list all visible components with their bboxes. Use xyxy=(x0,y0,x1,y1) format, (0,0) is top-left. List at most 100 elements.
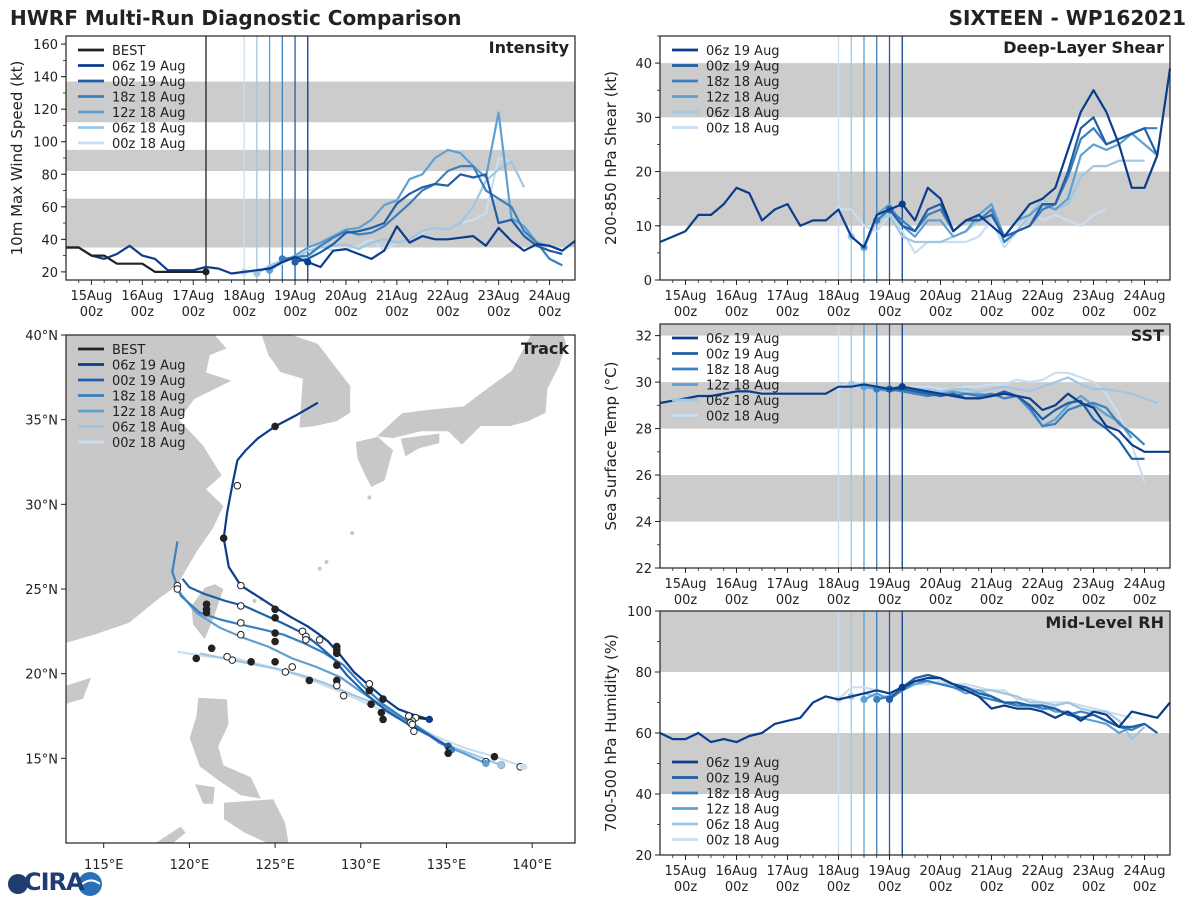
x-tick-label-hour: 00z xyxy=(80,305,104,320)
x-tick-label-hour: 00z xyxy=(929,305,953,320)
lon-tick-label: 125°E xyxy=(255,858,295,873)
x-tick-label-day: 18Aug xyxy=(818,864,860,879)
x-tick-label-hour: 00z xyxy=(283,305,307,320)
series-marker-06z-19-aug xyxy=(898,200,906,208)
y-axis-label: 200-850 hPa Shear (kt) xyxy=(602,71,620,245)
lat-tick-label: 40°N xyxy=(25,329,58,344)
shikoku-landmass xyxy=(399,432,440,458)
lon-tick-label: 130°E xyxy=(341,858,381,873)
x-tick-label-hour: 00z xyxy=(929,880,953,895)
series-line-18z-18-aug xyxy=(876,388,1146,446)
legend-label-06z-18-aug: 06z 18 Aug xyxy=(706,106,780,121)
x-tick-label-hour: 00z xyxy=(131,305,155,320)
y-tick-label: 32 xyxy=(635,330,652,345)
y-tick-label: 10 xyxy=(635,220,652,235)
legend-label-12z-18-aug: 12z 18 Aug xyxy=(112,106,186,121)
series-marker-00z-19-aug xyxy=(885,695,894,704)
x-tick-label-hour: 00z xyxy=(1082,593,1106,608)
track-point-closed-18z-18-aug xyxy=(332,642,341,651)
series-line-06z-19-aug xyxy=(659,676,1171,744)
legend-label-18z-18-aug: 18z 18 Aug xyxy=(706,75,780,90)
panel-title: Mid-Level RH xyxy=(1045,613,1164,632)
x-tick-label-hour: 00z xyxy=(1082,305,1106,320)
track-point-closed-18z-18-aug xyxy=(271,629,279,637)
ryukyu-island xyxy=(324,559,329,564)
track-point-open-06z-18-aug xyxy=(228,656,237,664)
hainan-landmass xyxy=(66,676,93,705)
shaded-band xyxy=(66,81,575,123)
palawan-landmass xyxy=(154,825,187,843)
track-point-open-00z-19-aug xyxy=(298,627,307,636)
legend-label-06z-18-aug: 06z 18 Aug xyxy=(706,394,780,409)
track-point-closed-00z-18-aug xyxy=(367,700,375,708)
legend-label-12z-18-aug: 12z 18 Aug xyxy=(706,803,780,818)
x-tick-label-hour: 00z xyxy=(725,593,749,608)
x-tick-label-day: 18Aug xyxy=(818,577,860,592)
ryukyu-island xyxy=(367,495,372,500)
x-tick-label-hour: 00z xyxy=(1031,880,1055,895)
track-point-closed-18z-18-aug xyxy=(365,686,374,695)
legend-label-18z-18-aug: 18z 18 Aug xyxy=(706,787,780,802)
x-tick-label-hour: 00z xyxy=(725,305,749,320)
x-tick-label-day: 24Aug xyxy=(1124,289,1166,304)
shaded-band xyxy=(660,171,1170,226)
x-tick-label-day: 23Aug xyxy=(1073,864,1115,879)
x-tick-label-day: 24Aug xyxy=(529,289,571,304)
panel-shear: 01020304015Aug00z16Aug00z17Aug00z18Aug00… xyxy=(602,35,1172,320)
track-point-open-06z-18-aug xyxy=(288,663,297,671)
legend-label-00z-18-aug: 00z 18 Aug xyxy=(706,122,780,137)
cira-logo: CIRA xyxy=(6,868,106,898)
y-tick-label: 28 xyxy=(635,423,652,438)
track-start-06z-19-aug xyxy=(425,715,433,723)
panel-track: 15°N 20°N 25°N 30°N 35°N 40°N 115°E 120°E 125°E 1… xyxy=(25,329,576,873)
x-tick-label-day: 22Aug xyxy=(1022,577,1064,592)
track-point-open-06z-18-aug xyxy=(404,712,413,720)
legend-label-00z-19-aug: 00z 19 Aug xyxy=(706,60,780,75)
x-tick-label-day: 24Aug xyxy=(1124,577,1166,592)
x-tick-label-hour: 00z xyxy=(827,880,851,895)
series-marker-06z-19-aug xyxy=(898,383,906,391)
x-tick-label-day: 20Aug xyxy=(920,577,962,592)
legend-label-00z-18-aug: 00z 18 Aug xyxy=(112,137,186,152)
x-tick-label-hour: 00z xyxy=(1082,880,1106,895)
lat-tick-label: 20°N xyxy=(25,668,58,683)
x-tick-label-hour: 00z xyxy=(1133,593,1157,608)
y-tick-label: 22 xyxy=(635,562,652,577)
track-point-open-12z-18-aug xyxy=(408,720,416,729)
legend-label-00z-19-aug: 00z 19 Aug xyxy=(706,348,780,363)
lat-tick-label: 25°N xyxy=(25,583,58,598)
luzon-landmass xyxy=(189,697,262,800)
track-point-closed-12z-18-aug xyxy=(202,608,211,617)
legend-label-12z-18-aug: 12z 18 Aug xyxy=(706,379,780,394)
y-tick-label: 20 xyxy=(41,266,58,281)
track-point-open-00z-18-aug xyxy=(281,668,290,676)
series-marker-06z-19-aug xyxy=(304,258,312,266)
track-point-open-06z-18-aug xyxy=(339,691,348,700)
track-point-closed-06z-18-aug xyxy=(271,658,279,666)
track-line-06z-18-aug xyxy=(199,652,502,767)
land-layer xyxy=(66,335,567,843)
series-marker-best xyxy=(202,268,210,276)
korea-landmass xyxy=(261,335,351,429)
series-marker-06z-19-aug xyxy=(898,683,906,691)
series-line-best xyxy=(66,246,206,273)
ryukyu-island xyxy=(317,566,322,571)
x-tick-label-day: 16Aug xyxy=(121,289,163,304)
x-tick-label-day: 15Aug xyxy=(665,289,707,304)
track-point-closed-00z-19-aug xyxy=(332,649,341,658)
x-tick-label-day: 17Aug xyxy=(767,577,809,592)
x-tick-label-day: 24Aug xyxy=(1124,864,1166,879)
shaded-band xyxy=(660,611,1170,672)
track-start-06z-18-aug xyxy=(497,761,505,769)
legend-label-00z-19-aug: 00z 19 Aug xyxy=(706,772,780,787)
series-line-00z-19-aug xyxy=(888,116,1159,238)
x-tick-label-day: 23Aug xyxy=(1073,577,1115,592)
x-tick-label-hour: 00z xyxy=(1031,305,1055,320)
x-tick-label-day: 23Aug xyxy=(478,289,520,304)
panel-title: Deep-Layer Shear xyxy=(1003,38,1164,57)
panel-title: Intensity xyxy=(489,38,570,57)
track-line-18z-18-aug xyxy=(171,541,453,751)
legend-label-06z-19-aug: 06z 19 Aug xyxy=(706,44,780,59)
track-point-closed-06z-18-aug xyxy=(207,644,216,653)
series-line-00z-18-aug xyxy=(838,208,1107,254)
